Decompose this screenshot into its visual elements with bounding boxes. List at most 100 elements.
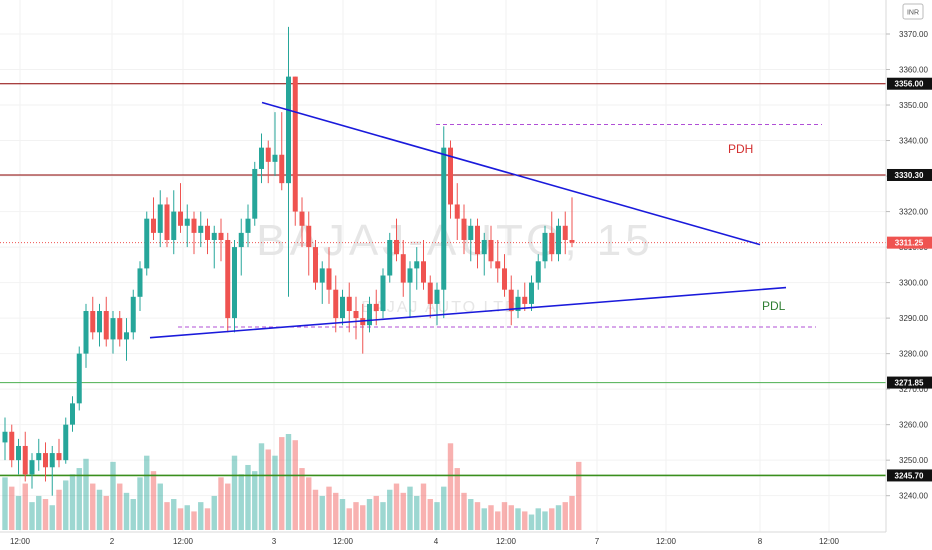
candle-body bbox=[43, 453, 48, 468]
volume-bar bbox=[488, 505, 494, 530]
volume-bar bbox=[69, 474, 76, 530]
candle-body bbox=[569, 239, 575, 243]
candle-body bbox=[97, 311, 102, 333]
price-tick-label: 3240.00 bbox=[899, 492, 928, 501]
candle-body bbox=[124, 332, 129, 340]
volume-bar bbox=[339, 499, 346, 530]
candle-body bbox=[90, 311, 96, 333]
price-tick-label: 3290.00 bbox=[899, 314, 928, 323]
volume-bar bbox=[441, 486, 447, 530]
candle-body bbox=[515, 296, 521, 312]
candle-body bbox=[211, 232, 217, 240]
volume-bar bbox=[36, 495, 42, 530]
volume-bar bbox=[258, 443, 265, 530]
candle-body bbox=[475, 225, 480, 255]
price-tick-label: 3340.00 bbox=[899, 137, 928, 146]
volume-bar bbox=[211, 495, 217, 530]
volume-bar bbox=[549, 508, 555, 530]
volume-bar bbox=[198, 502, 204, 530]
candle-body bbox=[218, 232, 224, 240]
volume-bar bbox=[562, 502, 568, 530]
candle-body bbox=[414, 261, 420, 269]
volume-bar bbox=[22, 483, 28, 530]
volume-bar bbox=[63, 480, 69, 530]
volume-bar bbox=[326, 486, 332, 530]
volume-bar bbox=[225, 483, 231, 530]
last-price-badge-label: 3311.25 bbox=[895, 239, 924, 248]
candle-body bbox=[353, 311, 359, 319]
time-tick-label: 12:00 bbox=[496, 537, 517, 546]
volume-bar bbox=[461, 492, 467, 530]
candle-body bbox=[346, 296, 352, 312]
candle-body bbox=[427, 282, 433, 304]
candle-body bbox=[448, 147, 453, 205]
ascending-trendline[interactable] bbox=[149, 286, 787, 339]
price-badge-label: 3245.70 bbox=[895, 471, 924, 480]
volume-bar bbox=[103, 495, 109, 530]
candle-body bbox=[137, 268, 143, 297]
volume-bar bbox=[272, 455, 278, 530]
candle-body bbox=[454, 204, 460, 219]
volume-bar bbox=[56, 489, 62, 530]
candle-body bbox=[549, 232, 555, 255]
volume-bar bbox=[501, 502, 508, 530]
volume-bar bbox=[245, 464, 251, 530]
candle-body bbox=[292, 76, 298, 212]
candle-body bbox=[306, 225, 312, 248]
time-tick-label: 12:00 bbox=[656, 537, 677, 546]
time-axis[interactable]: 12:00 2 12:00 3 12:00 4 12:00 7 12:00 8 12:00 bbox=[10, 537, 840, 546]
pdh-label: PDH bbox=[728, 142, 753, 156]
candle-body bbox=[232, 247, 237, 319]
volume-bar bbox=[191, 511, 197, 530]
candle-body bbox=[394, 239, 399, 255]
volume-bar bbox=[569, 495, 575, 530]
volume-bar bbox=[576, 461, 582, 530]
volume-bar bbox=[15, 495, 22, 530]
price-tick-label: 3360.00 bbox=[899, 66, 928, 75]
currency-box[interactable]: INR bbox=[902, 3, 924, 20]
volume-bar bbox=[231, 455, 238, 530]
volume-bar bbox=[29, 502, 35, 530]
candle-body bbox=[83, 311, 89, 354]
volume-bar bbox=[366, 499, 373, 530]
price-tick-label: 3320.00 bbox=[899, 208, 928, 217]
candle-body bbox=[117, 318, 123, 340]
candles bbox=[2, 26, 575, 496]
time-tick-label: 8 bbox=[758, 537, 763, 546]
candle-body bbox=[522, 296, 528, 304]
candle-body bbox=[495, 261, 501, 269]
candle-body bbox=[9, 431, 15, 461]
volume-bar bbox=[468, 499, 474, 530]
trendlines[interactable] bbox=[149, 101, 787, 339]
volume-bar bbox=[353, 502, 359, 530]
candle-body bbox=[198, 225, 204, 233]
volume-bar bbox=[522, 511, 528, 530]
volume-bar bbox=[157, 483, 163, 530]
volume-bar bbox=[312, 489, 319, 530]
price-badges: 3356.00 3330.30 3271.85 3245.70 3311.25 bbox=[887, 77, 932, 482]
volume-bar bbox=[265, 449, 271, 530]
price-badge bbox=[887, 77, 932, 90]
volume-bar bbox=[474, 502, 481, 530]
price-badge bbox=[887, 469, 932, 482]
volume-bar bbox=[164, 502, 170, 530]
volume-bar bbox=[279, 437, 285, 530]
candle-body bbox=[407, 268, 413, 283]
descending-trendline[interactable] bbox=[261, 101, 761, 246]
candle-body bbox=[313, 247, 318, 283]
price-tick-label: 3260.00 bbox=[899, 421, 928, 430]
candle-body bbox=[178, 211, 183, 226]
candle-body bbox=[461, 218, 467, 240]
volume-bar bbox=[333, 492, 339, 530]
candle-body bbox=[16, 445, 21, 461]
volume-bar bbox=[542, 511, 548, 530]
candle-body bbox=[286, 76, 291, 184]
candle-body bbox=[299, 211, 305, 226]
time-tick-label: 12:00 bbox=[333, 537, 354, 546]
volume-bar bbox=[285, 434, 292, 530]
time-tick-label: 7 bbox=[595, 537, 600, 546]
candle-body bbox=[29, 460, 35, 475]
candle-body bbox=[63, 424, 69, 461]
watermark-text: BAJAJ-AUTO, 15 bbox=[256, 216, 654, 265]
